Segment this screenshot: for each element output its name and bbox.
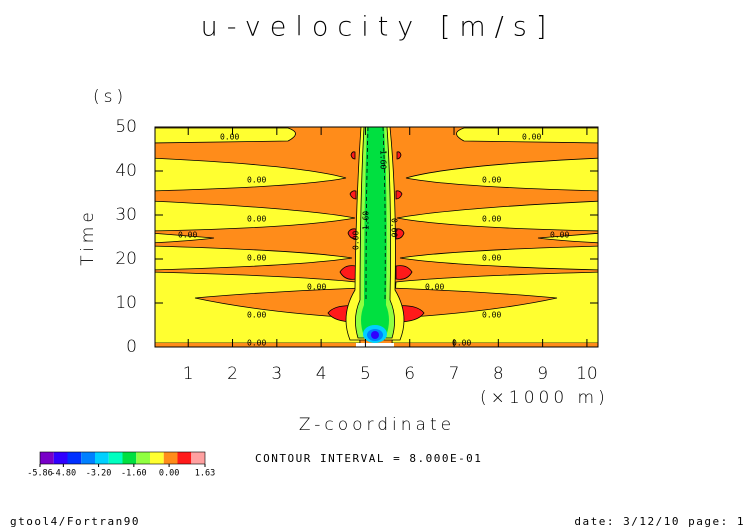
field-core [371, 331, 379, 339]
footer-right: date: 3/12/10 page: 1 [574, 515, 745, 528]
colorbar-swatch [122, 452, 137, 464]
contour-label: 1.60 [379, 150, 388, 169]
x-tick-label: 1 [183, 364, 194, 384]
colorbar-swatch [177, 452, 192, 464]
contour-label: 0.00 [550, 231, 569, 240]
plot-frame [154, 126, 599, 348]
colorbar-swatch [150, 452, 164, 464]
contour-labels: 0.00 0.00 0.00 0.00 0.00 0.00 0.00 0.00 … [178, 133, 569, 348]
colorbar-label: -3.20 [86, 469, 112, 479]
x-tick-label: 8 [493, 364, 504, 384]
footer-left: gtool4/Fortran90 [10, 515, 140, 528]
x-axis-label: Z-coordinate [299, 415, 455, 435]
y-tick-label: 0 [126, 337, 137, 357]
contour-label: 0.00 [247, 254, 266, 263]
contour-field [155, 127, 598, 347]
colorbar-swatch [67, 452, 82, 464]
colorbar-swatch [136, 452, 150, 464]
contour-label: 0.00 [390, 218, 399, 237]
contour-interval: CONTOUR INTERVAL = 8.000E-01 [255, 452, 482, 465]
contour-label: 0.00 [247, 176, 266, 185]
y-tick-label: 50 [115, 117, 137, 137]
colorbar-label: -4.80 [51, 469, 77, 479]
x-tick-label: 9 [537, 364, 548, 384]
colorbar-swatch [95, 452, 109, 464]
x-tick-label: 3 [271, 364, 282, 384]
colorbar-frame [39, 451, 206, 465]
x-tick-label: 10 [576, 364, 598, 384]
colorbar-label: -5.86 [27, 469, 53, 479]
field-strip [356, 343, 394, 347]
colorbar-swatch [163, 452, 178, 464]
y-axis-label: Time [78, 208, 98, 266]
field-dash [365, 127, 386, 301]
colorbar-label: -1.60 [121, 469, 147, 479]
contour-label: 0.00 [247, 215, 266, 224]
contour-label: 0.00 [452, 339, 471, 348]
colorbar-swatch [81, 452, 95, 464]
y-unit: (s) [93, 87, 127, 107]
colorbar-swatch [40, 452, 54, 464]
x-tick-label: 7 [449, 364, 460, 384]
contour-label: 0.00 [482, 176, 501, 185]
y-tick-label: 30 [115, 205, 137, 225]
colorbar-swatch [108, 452, 123, 464]
contour-label: 0.00 [482, 215, 501, 224]
contour-label: 0.00 [425, 283, 444, 292]
contour-label: 0.00 [352, 231, 361, 250]
colorbar-label: 1.63 [195, 469, 215, 479]
colorbar-swatch [191, 452, 205, 464]
field-column [361, 127, 389, 336]
y-tick-label: 40 [115, 161, 137, 181]
colorbar-swatch [53, 452, 68, 464]
contour-label: 0.00 [220, 133, 239, 142]
x-tick-label: 2 [227, 364, 238, 384]
chart-title: u-velocity [m/s] [201, 12, 556, 43]
y-tick-label: 10 [115, 293, 137, 313]
x-unit: (×1000 m) [480, 388, 609, 408]
contour-label: 0.00 [247, 339, 266, 348]
contour-label: 0.00 [482, 311, 501, 320]
contour-label: -1.60 [362, 211, 371, 235]
contour-label: 0.00 [522, 133, 541, 142]
x-tick-label: 6 [404, 364, 415, 384]
y-tick-label: 20 [115, 249, 137, 269]
x-tick-label: 5 [360, 364, 371, 384]
x-tick-label: 4 [316, 364, 327, 384]
contour-label: 0.00 [482, 254, 501, 263]
contour-label: 0.00 [178, 231, 197, 240]
contour-label: 0.00 [307, 283, 326, 292]
contour-label: 0.00 [247, 311, 266, 320]
colorbar-label: 0.00 [159, 469, 179, 479]
